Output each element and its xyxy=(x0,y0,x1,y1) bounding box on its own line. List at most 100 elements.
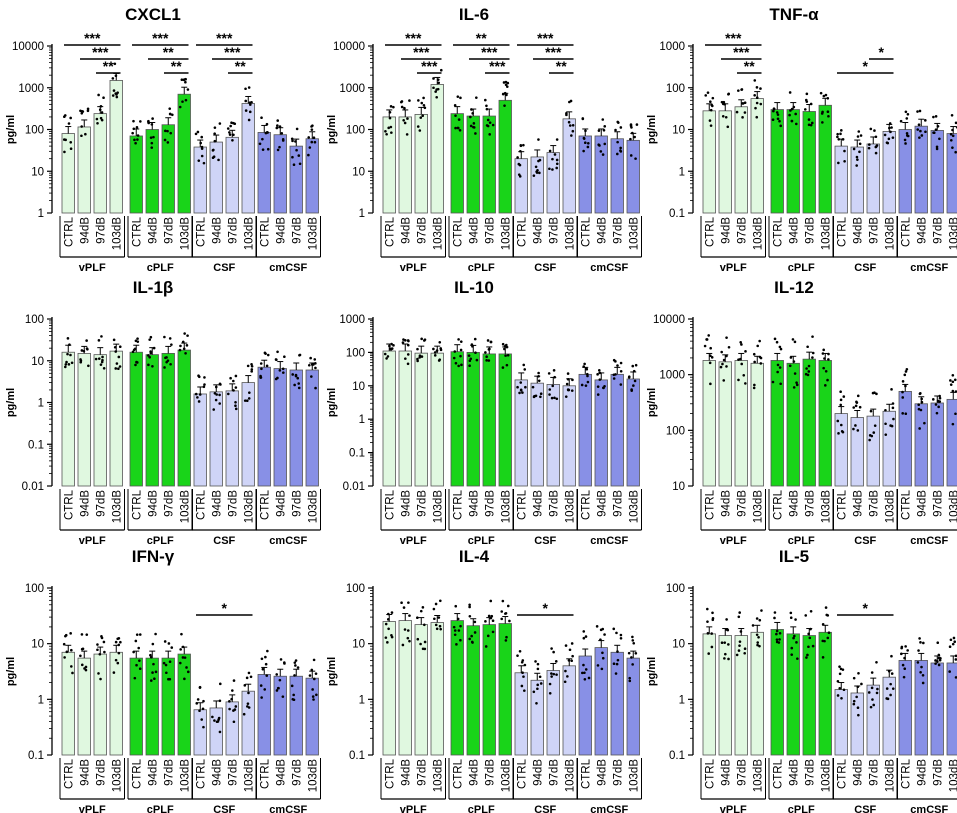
data-point xyxy=(903,373,907,377)
data-point xyxy=(827,631,831,635)
group-label: vPLF xyxy=(720,262,747,274)
data-point xyxy=(290,137,294,141)
data-point xyxy=(904,110,908,114)
data-point xyxy=(246,702,250,705)
data-point xyxy=(954,658,957,661)
data-point xyxy=(788,113,791,117)
data-point xyxy=(389,125,393,129)
data-point xyxy=(905,131,909,135)
data-point xyxy=(735,110,739,114)
bar-vplf-ctrl xyxy=(61,133,75,214)
data-point xyxy=(711,618,715,622)
data-point xyxy=(85,339,88,342)
data-point xyxy=(709,382,712,386)
data-point xyxy=(185,666,188,669)
data-point xyxy=(884,433,888,436)
data-point xyxy=(727,643,730,646)
bar-cplf-ctrl xyxy=(129,351,143,487)
data-point xyxy=(313,140,317,144)
data-point xyxy=(484,98,487,102)
data-point xyxy=(186,88,190,91)
data-point xyxy=(954,676,957,679)
data-point xyxy=(202,161,206,165)
group-label: cPLF xyxy=(788,262,815,274)
data-point xyxy=(753,360,756,364)
data-point xyxy=(884,408,887,412)
data-point xyxy=(934,403,938,406)
data-point xyxy=(453,350,457,353)
data-point xyxy=(460,363,463,367)
data-point xyxy=(423,339,426,342)
data-point xyxy=(435,88,438,91)
data-point xyxy=(99,363,103,366)
data-point xyxy=(634,363,638,367)
group-label: cmCSF xyxy=(590,804,628,813)
data-point xyxy=(218,402,221,405)
bar-csf-103db xyxy=(562,385,576,487)
bar-cplf-94db xyxy=(786,633,800,756)
bar-vplf-97db xyxy=(414,113,428,214)
data-point xyxy=(582,136,586,140)
data-point xyxy=(795,381,798,384)
data-point xyxy=(148,355,151,359)
data-point xyxy=(420,101,424,105)
data-point xyxy=(215,393,218,396)
data-point xyxy=(102,366,106,370)
x-tick-label: CTRL xyxy=(63,216,75,247)
data-point xyxy=(244,99,248,103)
group-label: CSF xyxy=(534,262,556,274)
x-tick-label: 94dB xyxy=(720,490,732,517)
data-point xyxy=(842,688,846,692)
data-point xyxy=(867,691,871,694)
data-point xyxy=(418,129,422,132)
y-tick-label: 10 xyxy=(31,639,44,651)
data-point xyxy=(566,388,570,392)
x-tick-label: 94dB xyxy=(596,490,608,517)
data-point xyxy=(198,393,202,396)
data-point xyxy=(601,153,605,156)
data-point xyxy=(219,383,222,386)
data-point xyxy=(905,367,909,371)
data-point xyxy=(795,641,798,644)
data-point xyxy=(438,340,442,344)
bar-vplf-97db xyxy=(93,354,107,487)
data-point xyxy=(931,398,935,401)
data-point xyxy=(67,122,71,125)
data-point xyxy=(919,408,923,412)
data-point xyxy=(489,340,493,344)
data-point xyxy=(737,89,740,92)
data-point xyxy=(470,634,473,638)
data-point xyxy=(885,141,889,144)
data-point xyxy=(202,699,205,703)
data-point xyxy=(150,146,154,149)
bar-cmcsf-103db xyxy=(626,139,640,214)
data-point xyxy=(439,348,443,352)
data-point xyxy=(308,674,312,677)
data-point xyxy=(903,667,907,671)
chart-title: IL-4 xyxy=(459,547,490,566)
significance-label: *** xyxy=(725,30,742,46)
data-point xyxy=(117,367,120,371)
y-tick-label: 1 xyxy=(38,398,44,410)
data-point xyxy=(296,376,300,380)
data-point xyxy=(390,633,393,637)
data-point xyxy=(740,88,744,91)
data-point xyxy=(434,90,437,93)
x-tick-label: 94dB xyxy=(468,217,480,244)
data-point xyxy=(505,93,508,97)
bar-vplf-ctrl xyxy=(61,351,75,487)
data-point xyxy=(211,715,214,719)
data-point xyxy=(537,138,540,141)
data-point xyxy=(709,100,712,104)
data-point xyxy=(824,384,827,387)
data-point xyxy=(185,344,189,347)
data-point xyxy=(597,369,601,372)
data-point xyxy=(505,343,508,347)
x-tick-label: 103dB xyxy=(307,217,319,251)
data-point xyxy=(924,119,927,122)
data-point xyxy=(582,663,585,667)
data-point xyxy=(516,654,519,657)
bar-csf-97db xyxy=(225,390,239,487)
x-tick-label: 97dB xyxy=(95,759,107,786)
data-point xyxy=(906,113,910,116)
